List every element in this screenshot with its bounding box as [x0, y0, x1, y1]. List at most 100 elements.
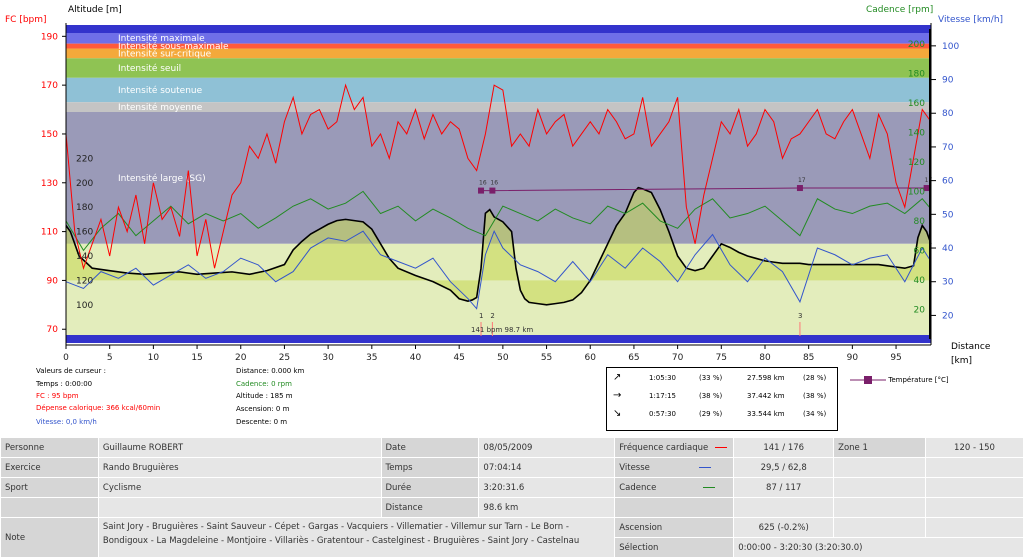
temps-label: Temps	[380, 457, 480, 478]
zone-band	[66, 58, 931, 78]
selection-label: Sélection	[614, 537, 735, 558]
hr-line	[65, 83, 932, 270]
cadence-line	[65, 190, 932, 252]
arrow-down-right-icon: ↘	[613, 408, 622, 419]
zone-label: Zone 1	[833, 437, 927, 458]
empty-cell	[614, 497, 735, 518]
slope-dist: 27.598 km	[747, 374, 785, 382]
exercice-label: Exercice	[0, 457, 99, 478]
cursor-ascension: Ascension: 0 m	[236, 405, 290, 413]
distance-tick-label: 90	[847, 353, 859, 363]
distance-unit-label: [km]	[951, 356, 973, 366]
zone-label: Intensité sous-maximale	[118, 41, 229, 52]
speed-tick-label: 80	[942, 109, 954, 119]
temperature-legend-label: Température [°C]	[888, 376, 949, 384]
hr-tick-label: 150	[41, 130, 58, 140]
distance-tick-label: 15	[191, 353, 202, 363]
temps-value: 07:04:14	[478, 457, 616, 478]
distance-tick-label: 0	[63, 353, 69, 363]
slope-dist-pct: (28 %)	[803, 374, 827, 382]
personne-label: Personne	[0, 437, 99, 458]
altitude-tick-label: 100	[76, 301, 93, 311]
slope-time: 1:05:30	[649, 374, 676, 382]
zone-band	[66, 77, 931, 103]
zone-label: Intensité seuil	[118, 63, 181, 74]
altitude-tick-label: 160	[76, 228, 93, 238]
speed-tick-label: 90	[942, 76, 954, 86]
cadence-tick-label: 200	[908, 40, 925, 50]
empty-cell	[0, 497, 99, 518]
cadence-tick-label: 140	[908, 128, 925, 138]
slope-dist-pct: (34 %)	[803, 410, 827, 418]
cursor-vitesse: Vitesse: 0,0 km/h	[36, 418, 97, 426]
cursor-depense: Dépense calorique: 366 kcal/60min	[36, 404, 161, 412]
distance-tick-label: 30	[322, 353, 334, 363]
empty-cell	[925, 477, 1024, 498]
marker-label: 2	[490, 312, 494, 320]
distance-axis-label: Distance	[951, 342, 991, 352]
cadence-tick-label: 20	[914, 305, 926, 315]
distance-tick-label: 75	[716, 353, 727, 363]
cursor-cadence: Cadence: 0 rpm	[236, 380, 292, 388]
temperature-legend-swatch	[850, 376, 886, 384]
distance-tick-label: 5	[107, 353, 113, 363]
zone-label: Intensité sur-critique	[118, 48, 212, 59]
speed-tick-label: 70	[942, 143, 954, 153]
slope-row-down: ↘ 0:57:30 (29 %) 33.544 km (34 %)	[607, 408, 837, 424]
hr-tick-label: 170	[41, 81, 58, 91]
altitude-axis-label: Altitude [m]	[68, 5, 122, 15]
fc-label: Fréquence cardiaque	[614, 437, 735, 458]
distance-tick-label: 55	[541, 353, 552, 363]
hr-tick-label: 190	[41, 32, 58, 42]
empty-cell	[925, 457, 1024, 478]
hr-tick-label: 70	[47, 325, 59, 335]
zone-label: Intensité moyenne	[118, 102, 203, 113]
top-border-band	[66, 25, 931, 33]
distance-tick-label: 45	[453, 353, 464, 363]
altitude-fill	[66, 187, 931, 305]
cursor-fc: FC : 95 bpm	[36, 392, 79, 400]
cadence-tick-label: 60	[914, 246, 926, 256]
zone-label: Intensité large (SG)	[118, 173, 206, 184]
cursor-readout: 141 bpm 98.7 km	[471, 326, 533, 334]
cadence-tick-label: 180	[908, 69, 925, 79]
altitude-tick-label: 200	[76, 179, 93, 189]
distance-value: 98.6 km	[478, 497, 616, 518]
slope-summary: ↗ 1:05:30 (33 %) 27.598 km (28 %) → 1:17…	[606, 367, 838, 431]
temperature-line	[481, 187, 927, 192]
distance-tick-label: 85	[803, 353, 814, 363]
speed-axis-label: Vitesse [km/h]	[938, 15, 1004, 25]
speed-tick-label: 20	[942, 311, 954, 321]
marker-label: 3	[798, 312, 802, 320]
cursor-altitude: Altitude : 185 m	[236, 392, 293, 400]
temperature-point	[923, 185, 930, 192]
zone-band	[66, 48, 931, 59]
temperature-point-label: 17	[925, 177, 933, 184]
empty-cell	[833, 477, 927, 498]
marker-label: 1	[479, 312, 483, 320]
empty-cell	[925, 517, 1024, 538]
distance-tick-label: 80	[759, 353, 771, 363]
empty-cell	[733, 497, 835, 518]
temperature-point	[478, 187, 485, 194]
zone-band	[66, 102, 931, 112]
distance-tick-label: 10	[148, 353, 160, 363]
bottom-border-band	[66, 335, 931, 343]
note-value: Saint Jory - Bruguières - Saint Sauveur …	[97, 517, 616, 558]
ascension-label: Ascension	[614, 517, 735, 538]
cadence-tick-label: 100	[908, 187, 925, 197]
distance-tick-label: 70	[672, 353, 684, 363]
altitude-tick-label: 140	[76, 252, 93, 262]
slope-time-pct: (33 %)	[699, 374, 723, 382]
zone-band	[66, 43, 931, 49]
fc-value: 141 / 176	[733, 437, 835, 458]
empty-cell	[925, 497, 1024, 518]
hr-axis-label: FC [bpm]	[5, 15, 47, 25]
altitude-tick-label: 120	[76, 276, 93, 286]
distance-tick-label: 40	[410, 353, 422, 363]
ascension-value: 625 (-0.2%)	[733, 517, 835, 538]
duree-value: 3:20:31.6	[478, 477, 616, 498]
empty-cell	[833, 517, 927, 538]
zone-label: Intensité soutenue	[118, 85, 203, 96]
